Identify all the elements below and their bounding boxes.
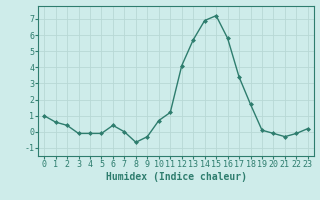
X-axis label: Humidex (Indice chaleur): Humidex (Indice chaleur)	[106, 172, 246, 182]
